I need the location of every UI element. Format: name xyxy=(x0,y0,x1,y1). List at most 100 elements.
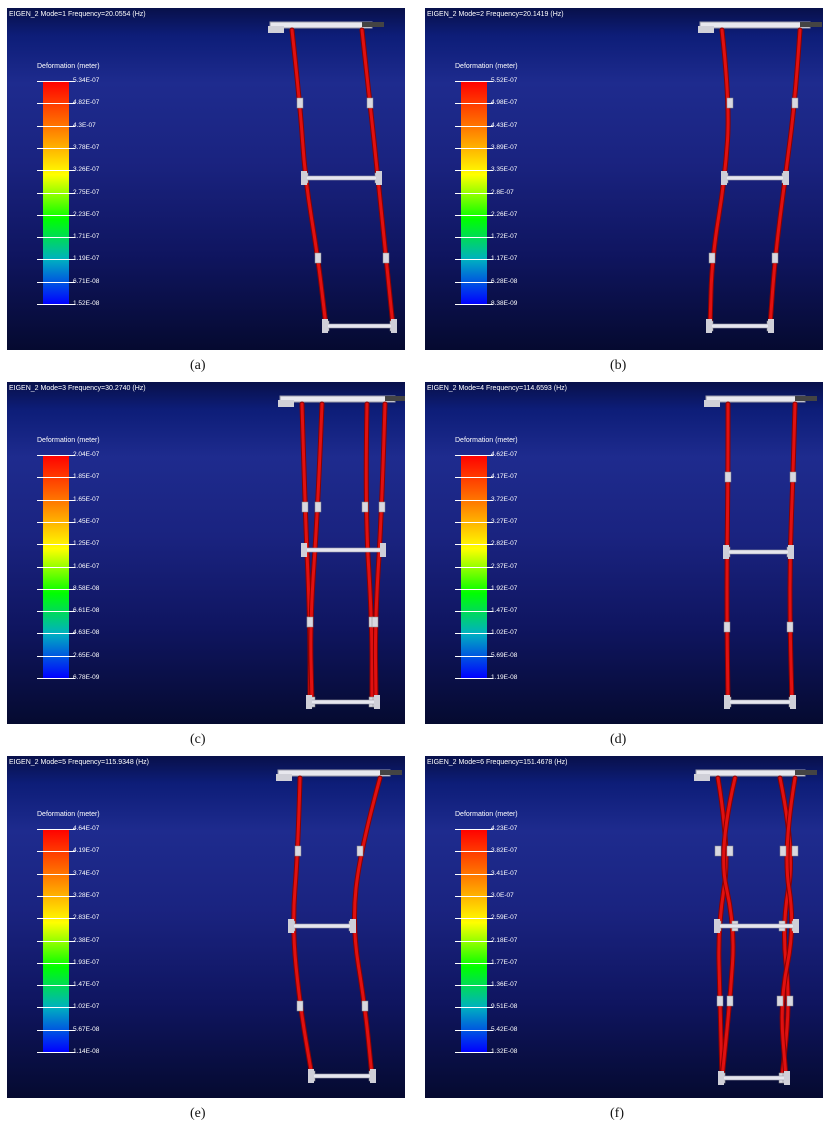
rail xyxy=(364,402,374,704)
colorbar-tick-label: 1.19E-08 xyxy=(491,674,518,681)
mount-block xyxy=(698,26,714,33)
colorbar-tick-label: 1.71E-07 xyxy=(73,233,100,241)
colorbar-tick-label: 5.52E-07 xyxy=(491,77,518,84)
colorbar-tick xyxy=(455,918,493,920)
panel-title: EIGEN_2 Mode=5 Frequency=115.9348 (Hz) xyxy=(9,759,149,766)
top-mount-bar xyxy=(277,769,391,777)
colorbar-tick-label: 1.36E-07 xyxy=(491,981,518,989)
colorbar-tick-label: 3.72E-07 xyxy=(491,495,518,503)
crossbar-clamp xyxy=(288,919,294,933)
mode-shape-model xyxy=(704,395,817,709)
joint xyxy=(378,501,386,513)
colorbar-tick-label: 3.82E-07 xyxy=(491,847,518,855)
colorbar-tick-label: 6.28E-08 xyxy=(491,277,518,285)
top-mount-bar xyxy=(695,769,806,777)
colorbar-tick-label: 2.8E-07 xyxy=(491,188,514,196)
crossbar-clamp xyxy=(322,319,328,333)
colorbar-tick-label: 1.47E-07 xyxy=(491,607,518,615)
crossbar-clamp xyxy=(783,171,789,185)
colorbar-tick-label: 2.38E-07 xyxy=(73,936,100,944)
mount-clamp xyxy=(795,396,817,401)
colorbar-tick-label: 1.25E-07 xyxy=(73,540,100,548)
colorbar-tick-label: 2.26E-07 xyxy=(491,210,518,218)
colorbar-tick-label: 3.41E-07 xyxy=(491,869,518,877)
colorbar-tick xyxy=(37,678,75,679)
colorbar-tick xyxy=(455,125,493,127)
colorbar-tick-label: 5.69E-08 xyxy=(491,651,518,659)
mount-clamp xyxy=(380,770,402,775)
joint xyxy=(789,471,797,483)
joint xyxy=(294,845,302,857)
colorbar-tick xyxy=(455,655,493,657)
crossbar-clamp xyxy=(718,1071,724,1085)
colorbar-tick-label: 5.67E-08 xyxy=(73,1025,100,1033)
panel-caption: (f) xyxy=(610,1106,624,1121)
mode-shape-model xyxy=(268,21,397,333)
crossbar-clamp xyxy=(706,319,712,333)
colorbar-tick xyxy=(455,259,493,261)
joint xyxy=(771,252,779,264)
colorbar-tick xyxy=(37,477,75,479)
mode-shape-model xyxy=(698,21,822,333)
panel-caption: (d) xyxy=(610,732,627,747)
joint xyxy=(726,97,734,109)
colorbar-tick-label: 3.0E-07 xyxy=(491,891,514,899)
colorbar-tick xyxy=(37,81,75,82)
colorbar-tick-label: 1.45E-07 xyxy=(73,517,100,525)
crossbar xyxy=(725,699,795,705)
legend-title: Deformation (meter) xyxy=(455,811,518,818)
joint xyxy=(361,501,369,513)
colorbar-tick-label: 4.63E-08 xyxy=(73,629,100,637)
colorbar-tick xyxy=(37,873,75,875)
colorbar-tick xyxy=(455,304,493,305)
crossbar xyxy=(289,923,355,929)
crossbar xyxy=(302,547,385,553)
mount-clamp xyxy=(795,770,817,775)
panel-title: EIGEN_2 Mode=1 Frequency=20.0554 (Hz) xyxy=(9,11,146,18)
mode-panel-3: EIGEN_2 Mode=3 Frequency=30.2740 (Hz) Def… xyxy=(7,382,405,724)
mount-block xyxy=(278,400,294,407)
colorbar-tick-label: 2.83E-07 xyxy=(73,914,100,922)
colorbar-tick-label: 1.52E-08 xyxy=(73,300,100,307)
colorbar-tick xyxy=(37,588,75,590)
legend-title: Deformation (meter) xyxy=(37,63,100,70)
colorbar-tick xyxy=(37,895,75,897)
panel-title: EIGEN_2 Mode=4 Frequency=114.6593 (Hz) xyxy=(427,385,567,392)
mode-panel-4: EIGEN_2 Mode=4 Frequency=114.6593 (Hz) De… xyxy=(425,382,823,724)
crossbar-clamp xyxy=(374,695,380,709)
colorbar-tick-label: 3.35E-07 xyxy=(491,166,518,174)
joint xyxy=(301,501,309,513)
colorbar-tick xyxy=(455,1029,493,1031)
crossbar-clamp xyxy=(306,695,312,709)
top-mount-bar xyxy=(699,21,811,29)
panel-title: EIGEN_2 Mode=2 Frequency=20.1419 (Hz) xyxy=(427,11,564,18)
colorbar-tick xyxy=(455,895,493,897)
panel-caption: (e) xyxy=(190,1106,206,1121)
colorbar-tick xyxy=(37,940,75,942)
panel-title: EIGEN_2 Mode=3 Frequency=30.2740 (Hz) xyxy=(9,385,146,392)
colorbar-tick-label: 1.02E-07 xyxy=(73,1003,100,1011)
colorbar-tick xyxy=(455,455,493,456)
joint xyxy=(366,97,374,109)
colorbar-tick-label: 1.85E-07 xyxy=(73,473,100,481)
colorbar-tick xyxy=(455,566,493,568)
colorbar-tick-label: 5.34E-07 xyxy=(73,77,100,84)
colorbar-tick xyxy=(37,633,75,635)
crossbar xyxy=(307,699,379,705)
panel-title: EIGEN_2 Mode=6 Frequency=151.4678 (Hz) xyxy=(427,759,568,766)
crossbar xyxy=(722,175,788,181)
colorbar-tick-label: 1.02E-07 xyxy=(491,629,518,637)
colorbar-tick xyxy=(455,1052,493,1053)
colorbar-tick xyxy=(37,192,75,194)
crossbar-clamp xyxy=(376,171,382,185)
colorbar-tick-label: 2.75E-07 xyxy=(73,188,100,196)
colorbar-tick xyxy=(455,103,493,105)
joint xyxy=(296,97,304,109)
colorbar-tick xyxy=(37,103,75,105)
joint xyxy=(314,501,322,513)
colorbar-tick-label: 4.23E-07 xyxy=(491,825,518,832)
colorbar-tick xyxy=(455,678,493,679)
colorbar-tick xyxy=(455,237,493,239)
panel-caption: (b) xyxy=(610,358,627,373)
colorbar-tick xyxy=(455,829,493,830)
